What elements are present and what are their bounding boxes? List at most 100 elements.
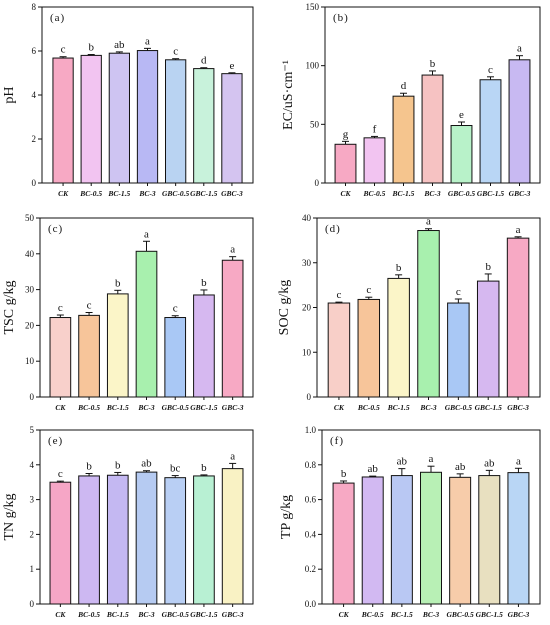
bar bbox=[106, 293, 129, 398]
x-tick-label: GBC-1.5 bbox=[477, 189, 505, 198]
x-tick-label: GBC-1.5 bbox=[476, 610, 504, 619]
x-tick-label: GBC-0.5 bbox=[162, 189, 190, 198]
bar bbox=[476, 280, 500, 398]
bar bbox=[390, 475, 413, 605]
bar bbox=[479, 79, 502, 184]
x-tick-label: CK bbox=[58, 189, 69, 198]
panel-label: (b) bbox=[333, 12, 349, 24]
bar bbox=[327, 302, 351, 398]
x-tick-label: GBC-1.5 bbox=[475, 403, 503, 412]
x-tick-label: BC-1.5 bbox=[390, 610, 413, 619]
bar bbox=[164, 317, 187, 398]
y-tick-label: 150 bbox=[306, 2, 320, 12]
significance-label: b bbox=[485, 261, 491, 273]
significance-label: c bbox=[173, 46, 178, 58]
y-tick-label: 0.0 bbox=[305, 599, 317, 609]
x-tick-label: GBC-0.5 bbox=[448, 189, 476, 198]
bar bbox=[221, 259, 244, 398]
significance-label: g bbox=[343, 128, 349, 140]
bar bbox=[78, 314, 100, 398]
y-tick-label: 10 bbox=[25, 356, 35, 366]
x-tick-label: BC-1.5 bbox=[107, 189, 130, 198]
significance-label: b bbox=[396, 262, 402, 274]
bar bbox=[106, 474, 129, 605]
y-tick-label: 6 bbox=[32, 46, 37, 56]
significance-label: ab bbox=[455, 461, 466, 473]
bar bbox=[108, 52, 130, 184]
y-axis-label: EC/uS·cm⁻¹ bbox=[281, 60, 296, 130]
y-tick-label: 0.6 bbox=[305, 495, 317, 505]
bar bbox=[506, 237, 530, 398]
significance-label: e bbox=[459, 109, 464, 121]
x-tick-label: GBC-1.5 bbox=[190, 403, 218, 412]
x-tick-label: GBC-0.5 bbox=[446, 610, 474, 619]
chart-panel-3: 0 10 20 30 40 50 TSC g/kg (c) c CK c BC-0.5 b BC-1.5 a… bbox=[2, 213, 254, 412]
y-tick-label: 2 bbox=[30, 529, 35, 539]
significance-label: ab bbox=[397, 456, 408, 468]
y-axis-label: TN g/kg bbox=[2, 493, 17, 540]
significance-label: ab bbox=[368, 463, 379, 475]
y-tick-label: 30 bbox=[302, 258, 312, 268]
y-tick-label: 4 bbox=[30, 460, 35, 470]
x-tick-label: BC-0.5 bbox=[77, 403, 100, 412]
x-tick-label: BC-1.5 bbox=[106, 403, 129, 412]
significance-label: b bbox=[86, 461, 92, 473]
significance-label: a bbox=[426, 216, 431, 228]
bar bbox=[221, 468, 244, 605]
x-tick-label: BC-3 bbox=[423, 189, 441, 198]
x-tick-label: BC-0.5 bbox=[363, 189, 386, 198]
chart-panel-4: 0 10 20 30 40 SOC g/kg (d) c CK c BC-0.5 b BC-1.5 a BC… bbox=[277, 213, 541, 412]
bar bbox=[136, 50, 159, 184]
significance-label: c bbox=[58, 468, 63, 480]
bar bbox=[508, 59, 531, 184]
significance-label: bc bbox=[170, 463, 181, 475]
y-axis-label: SOC g/kg bbox=[277, 280, 292, 336]
y-tick-label: 0.2 bbox=[305, 564, 316, 574]
x-tick-label: BC-3 bbox=[137, 610, 155, 619]
panel-label: (d) bbox=[325, 223, 341, 235]
x-tick-label: GBC-3 bbox=[222, 610, 244, 619]
significance-label: c bbox=[366, 284, 371, 296]
x-tick-label: CK bbox=[340, 189, 351, 198]
significance-label: c bbox=[87, 300, 92, 312]
y-axis-label: pH bbox=[2, 86, 17, 103]
panel-label: (e) bbox=[48, 435, 63, 447]
bar bbox=[193, 475, 215, 605]
y-tick-label: 20 bbox=[25, 320, 35, 330]
x-tick-label: BC-1.5 bbox=[387, 403, 410, 412]
x-tick-label: BC-3 bbox=[419, 403, 437, 412]
y-tick-label: 0 bbox=[307, 392, 312, 402]
bar bbox=[49, 317, 72, 398]
significance-label: ab bbox=[484, 457, 495, 469]
x-tick-label: GBC-0.5 bbox=[445, 403, 473, 412]
significance-label: b bbox=[88, 42, 94, 54]
significance-label: c bbox=[488, 64, 493, 76]
panel-label: (c) bbox=[48, 223, 63, 235]
x-tick-label: BC-1.5 bbox=[106, 610, 129, 619]
bar bbox=[417, 230, 440, 398]
significance-label: c bbox=[456, 286, 461, 298]
significance-label: a bbox=[517, 43, 522, 55]
bar bbox=[421, 74, 444, 184]
bar bbox=[478, 475, 501, 605]
significance-label: a bbox=[429, 453, 434, 465]
x-tick-label: BC-0.5 bbox=[79, 189, 102, 198]
x-tick-label: GBC-3 bbox=[507, 403, 529, 412]
y-tick-label: 5 bbox=[30, 425, 35, 435]
x-tick-label: CK bbox=[339, 610, 350, 619]
y-tick-label: 0 bbox=[30, 392, 35, 402]
bar bbox=[80, 54, 102, 184]
significance-label: b bbox=[341, 468, 347, 480]
x-tick-label: BC-3 bbox=[422, 610, 440, 619]
bar bbox=[221, 73, 243, 184]
significance-label: b bbox=[201, 277, 207, 289]
x-tick-label: GBC-3 bbox=[221, 189, 243, 198]
significance-label: c bbox=[58, 302, 63, 314]
y-tick-label: 8 bbox=[32, 2, 37, 12]
y-tick-label: 100 bbox=[306, 61, 320, 71]
y-tick-label: 1.0 bbox=[305, 425, 317, 435]
panel-label: (f) bbox=[330, 435, 344, 447]
significance-label: d bbox=[401, 80, 407, 92]
x-tick-label: BC-0.5 bbox=[77, 610, 100, 619]
